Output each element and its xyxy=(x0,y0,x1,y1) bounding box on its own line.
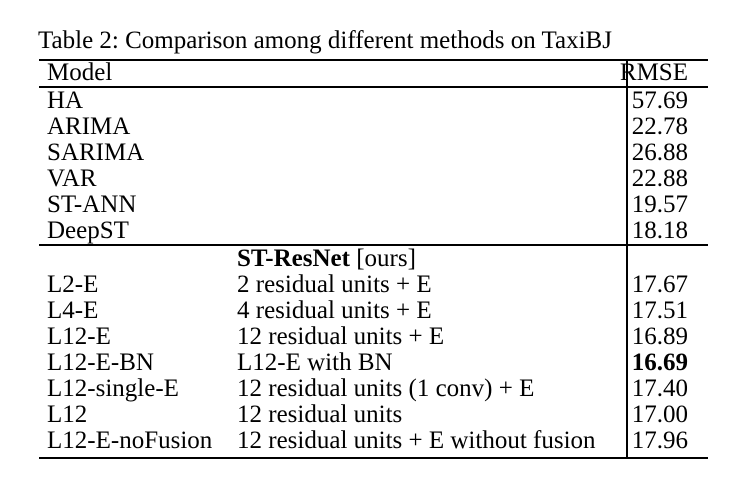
variant-description: L12-E with BN xyxy=(237,349,393,376)
column-rule xyxy=(626,59,628,459)
baseline-model: ST-ANN xyxy=(47,191,137,218)
variant-model: L12-E xyxy=(47,323,111,350)
variant-rmse: 17.67 xyxy=(631,271,688,298)
baseline-model: HA xyxy=(47,87,84,114)
baseline-rmse: 18.18 xyxy=(631,217,688,244)
variant-description: 12 residual units + E xyxy=(237,323,445,350)
group-tag: [ours] xyxy=(349,245,416,272)
variant-rmse: 17.96 xyxy=(631,427,688,454)
variant-model: L12-E-BN xyxy=(47,349,154,376)
variant-description: 12 residual units + E without fusion xyxy=(237,427,596,454)
top-rule xyxy=(39,59,708,61)
variant-model: L12-E-noFusion xyxy=(47,427,213,454)
baseline-model: SARIMA xyxy=(47,139,145,166)
variant-model: L12 xyxy=(47,401,88,428)
baseline-rmse: 19.57 xyxy=(631,191,688,218)
results-table: Model RMSE HA 57.69 ARIMA 22.78 SARIMA 2… xyxy=(39,59,708,459)
header-model: Model xyxy=(47,59,113,86)
variant-rmse: 16.89 xyxy=(631,323,688,350)
variant-description: 4 residual units + E xyxy=(237,297,432,324)
table-caption: Table 2: Comparison among different meth… xyxy=(38,27,612,54)
baseline-rmse: 22.78 xyxy=(631,113,688,140)
variant-rmse: 17.51 xyxy=(631,297,688,324)
variant-description: 12 residual units (1 conv) + E xyxy=(237,375,535,402)
variant-rmse: 17.00 xyxy=(631,401,688,428)
variant-description: 2 residual units + E xyxy=(237,271,432,298)
variant-description: 12 residual units xyxy=(237,401,403,428)
baseline-model: ARIMA xyxy=(47,113,131,140)
section-rule xyxy=(39,244,708,246)
group-name: ST-ResNet xyxy=(237,245,350,272)
bottom-rule xyxy=(39,457,708,459)
baseline-model: DeepST xyxy=(47,217,129,244)
group-heading: ST-ResNet [ours] xyxy=(237,246,416,272)
baseline-rmse: 26.88 xyxy=(631,139,688,166)
header-rmse: RMSE xyxy=(619,59,688,86)
variant-model: L12-single-E xyxy=(47,375,179,402)
header-rule xyxy=(39,86,708,88)
variant-model: L2-E xyxy=(47,271,99,298)
baseline-model: VAR xyxy=(47,165,97,192)
baseline-rmse: 57.69 xyxy=(631,87,688,114)
baseline-rmse: 22.88 xyxy=(631,165,688,192)
best-rmse: 16.69 xyxy=(631,349,688,376)
variant-model: L4-E xyxy=(47,297,99,324)
variant-rmse: 17.40 xyxy=(631,375,688,402)
